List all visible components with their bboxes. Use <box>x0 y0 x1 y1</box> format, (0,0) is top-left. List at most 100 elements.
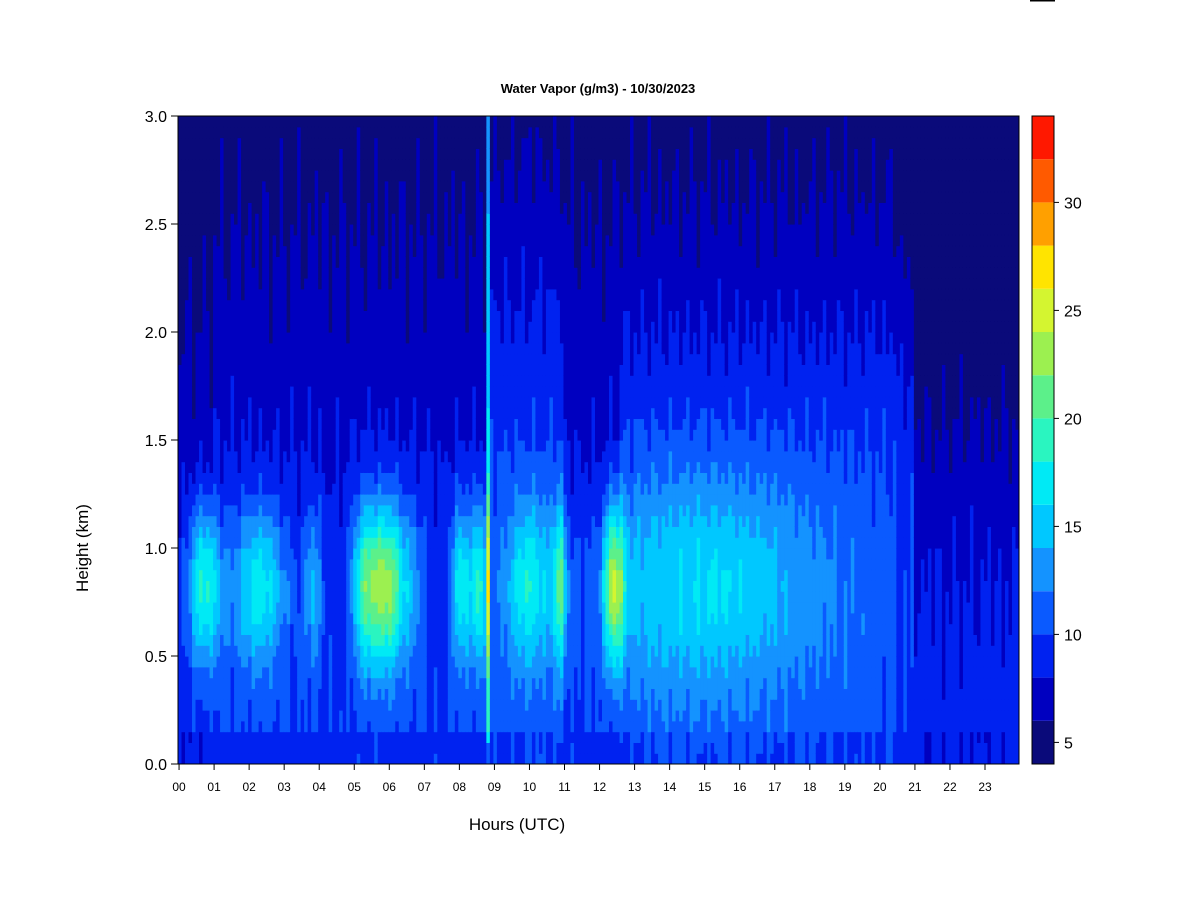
heatmap-cell <box>265 742 270 754</box>
heatmap-cell <box>297 288 302 301</box>
heatmap-cell <box>377 558 382 571</box>
heatmap-cell <box>265 645 270 657</box>
heatmap-cell <box>360 299 365 311</box>
heatmap-cell <box>272 580 277 592</box>
heatmap-cell <box>304 213 309 225</box>
heatmap-cell <box>342 116 347 128</box>
heatmap-cell <box>202 666 207 679</box>
heatmap-cell <box>192 429 197 441</box>
heatmap-cell <box>304 515 309 527</box>
heatmap-cell <box>360 548 365 560</box>
heatmap-cell <box>381 504 386 517</box>
heatmap-cell <box>297 623 302 635</box>
heatmap-cell <box>374 418 379 430</box>
heatmap-cell <box>367 623 372 635</box>
heatmap-cell <box>426 396 431 409</box>
heatmap-cell <box>426 440 431 452</box>
heatmap-cell <box>300 375 305 387</box>
heatmap-cell <box>423 353 428 365</box>
heatmap-cell <box>199 753 204 764</box>
heatmap-cell <box>248 504 253 517</box>
heatmap-cell <box>339 645 344 657</box>
heatmap-cell <box>307 623 312 635</box>
heatmap-cell <box>178 332 183 344</box>
heatmap-cell <box>346 429 351 441</box>
heatmap-cell <box>199 494 204 506</box>
heatmap-cell <box>356 159 361 171</box>
heatmap-cell <box>437 159 442 171</box>
heatmap-cell <box>276 159 281 171</box>
heatmap-cell <box>360 375 365 387</box>
heatmap-cell <box>363 116 368 128</box>
heatmap-cell <box>311 580 316 592</box>
heatmap-cell <box>325 159 330 171</box>
heatmap-cell <box>444 116 449 128</box>
heatmap-cell <box>402 731 407 743</box>
heatmap-cell <box>300 612 305 625</box>
heatmap-cell <box>437 267 442 279</box>
heatmap-cell <box>339 364 344 376</box>
heatmap-cell <box>283 170 288 182</box>
heatmap-cell <box>223 191 228 203</box>
heatmap-cell <box>461 407 466 419</box>
heatmap-cell <box>195 267 200 279</box>
heatmap-cell <box>181 299 186 311</box>
heatmap-cell <box>185 526 190 538</box>
heatmap-cell <box>433 494 438 506</box>
heatmap-cell <box>293 213 298 225</box>
heatmap-cell <box>370 753 375 764</box>
heatmap-cell <box>388 623 393 635</box>
heatmap-cell <box>213 537 218 549</box>
heatmap-cell <box>178 699 183 711</box>
heatmap-cell <box>447 666 452 679</box>
heatmap-cell <box>192 710 197 722</box>
heatmap-cell <box>328 137 333 149</box>
heatmap-cell <box>370 148 375 160</box>
heatmap-cell <box>328 321 333 333</box>
heatmap-cell <box>342 159 347 171</box>
heatmap-cell <box>437 677 442 689</box>
heatmap-cell <box>209 483 214 495</box>
heatmap-cell <box>465 440 470 452</box>
heatmap-cell <box>332 224 337 236</box>
heatmap-cell <box>304 332 309 344</box>
heatmap-cell <box>377 418 382 430</box>
heatmap-cell <box>283 224 288 236</box>
heatmap-cell <box>388 591 393 603</box>
heatmap-cell <box>220 278 225 290</box>
heatmap-cell <box>426 656 431 668</box>
heatmap-cell <box>293 224 298 236</box>
heatmap-cell <box>412 342 417 355</box>
heatmap-cell <box>220 483 225 495</box>
heatmap-cell <box>458 580 463 592</box>
heatmap-cell <box>241 612 246 625</box>
heatmap-cell <box>290 418 295 430</box>
heatmap-cell <box>325 699 330 711</box>
heatmap-cell <box>311 612 316 625</box>
heatmap-cell <box>454 159 459 171</box>
heatmap-cell <box>342 440 347 452</box>
heatmap-cell <box>216 731 221 743</box>
heatmap-cell <box>262 623 267 635</box>
heatmap-cell <box>307 537 312 549</box>
heatmap-cell <box>248 526 253 538</box>
heatmap-cell <box>206 677 211 689</box>
heatmap-cell <box>293 407 298 419</box>
heatmap-cell <box>384 634 389 646</box>
heatmap-cell <box>185 418 190 430</box>
heatmap-cell <box>199 224 204 236</box>
heatmap-cell <box>409 677 414 689</box>
heatmap-cell <box>255 710 260 722</box>
heatmap-cell <box>251 612 256 625</box>
heatmap-cell <box>426 429 431 441</box>
heatmap-cell <box>293 450 298 463</box>
heatmap-cell <box>412 504 417 517</box>
heatmap-cell <box>360 731 365 743</box>
heatmap-cell <box>398 278 403 290</box>
heatmap-cell <box>332 159 337 171</box>
heatmap-cell <box>272 623 277 635</box>
heatmap-cell <box>388 288 393 301</box>
heatmap-cell <box>332 116 337 128</box>
heatmap-cell <box>356 699 361 711</box>
heatmap-cell <box>244 461 249 473</box>
